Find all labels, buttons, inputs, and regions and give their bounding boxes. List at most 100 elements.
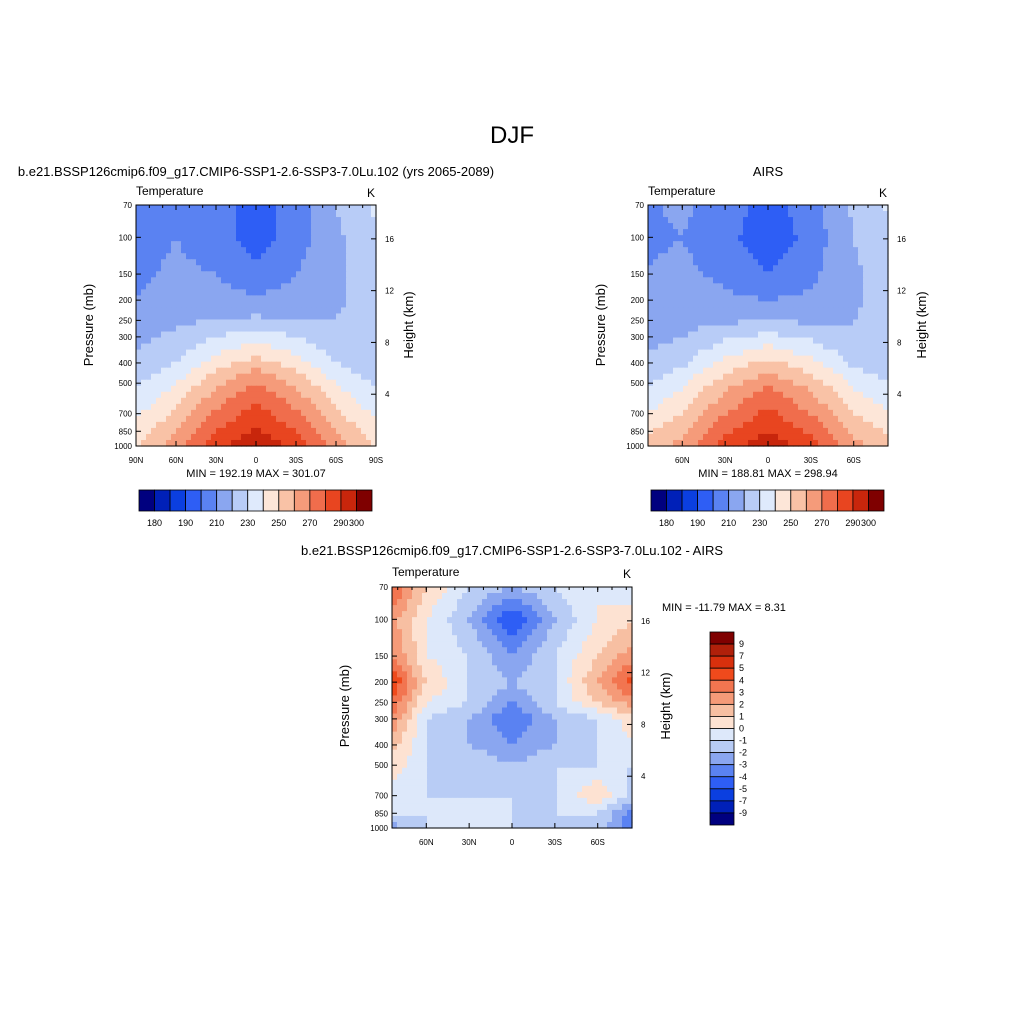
field-cell (793, 398, 799, 405)
field-cell (331, 307, 337, 314)
field-cell (296, 253, 302, 260)
field-cell (356, 326, 362, 333)
field-cell (487, 635, 493, 642)
field-cell (336, 338, 342, 345)
field-cell (783, 289, 789, 296)
field-cell (768, 374, 774, 381)
field-cell (356, 368, 362, 375)
field-cell (698, 326, 704, 333)
field-cell (848, 241, 854, 248)
field-cell (256, 356, 262, 363)
field-cell (221, 386, 227, 393)
field-cell (828, 368, 834, 375)
field-cell (808, 368, 814, 375)
field-cell (527, 617, 533, 624)
field-cell (512, 605, 518, 612)
field-cell (683, 277, 689, 284)
field-cell (136, 386, 142, 393)
field-cell (361, 350, 367, 357)
field-cell (878, 386, 884, 393)
field-cell (532, 641, 538, 648)
field-cell (873, 326, 879, 333)
field-cell (738, 332, 744, 339)
field-cell (788, 428, 794, 435)
field-cell (698, 319, 704, 326)
field-cell (271, 350, 277, 357)
field-cell (166, 259, 172, 266)
field-cell (693, 217, 699, 224)
field-cell (833, 416, 839, 423)
field-cell (346, 398, 352, 405)
field-cell (572, 611, 578, 618)
field-cell (843, 374, 849, 381)
field-cell (783, 295, 789, 302)
field-cell (698, 307, 704, 314)
field-cell (392, 599, 398, 606)
field-cell (392, 671, 398, 678)
field-cell (276, 313, 282, 320)
field-cell (276, 344, 282, 351)
field-cell (221, 283, 227, 290)
field-cell (161, 259, 167, 266)
field-cell (186, 362, 192, 369)
panel-diff-y-label: Pressure (mb) (337, 665, 352, 747)
field-cell (713, 386, 719, 393)
field-cell (663, 271, 669, 278)
field-cell (356, 380, 362, 387)
field-cell (417, 689, 423, 696)
field-cell (356, 386, 362, 393)
field-cell (261, 344, 267, 351)
pressure-tick-label: 500 (631, 379, 645, 388)
field-cell (407, 611, 413, 618)
field-cell (276, 253, 282, 260)
field-cell (191, 211, 197, 218)
field-cell (186, 434, 192, 441)
field-cell (753, 326, 759, 333)
field-cell (477, 695, 483, 702)
field-cell (201, 338, 207, 345)
field-cell (457, 677, 463, 684)
field-cell (136, 344, 142, 351)
field-cell (733, 404, 739, 411)
field-cell (713, 398, 719, 405)
field-cell (738, 380, 744, 387)
field-cell (301, 344, 307, 351)
field-cell (738, 350, 744, 357)
field-cell (402, 671, 408, 678)
field-cell (146, 277, 152, 284)
field-cell (838, 332, 844, 339)
field-cell (758, 289, 764, 296)
field-cell (743, 416, 749, 423)
field-cell (432, 617, 438, 624)
field-cell (176, 265, 182, 272)
field-cell (176, 229, 182, 236)
field-cell (708, 319, 714, 326)
field-cell (296, 344, 302, 351)
field-cell (251, 211, 257, 218)
field-cell (843, 217, 849, 224)
field-cell (798, 313, 804, 320)
field-cell (823, 271, 829, 278)
field-cell (226, 247, 232, 254)
field-cell (271, 380, 277, 387)
field-cell (783, 422, 789, 429)
field-cell (863, 313, 869, 320)
field-cell (577, 587, 583, 594)
field-cell (728, 259, 734, 266)
field-cell (793, 428, 799, 435)
field-cell (442, 617, 448, 624)
field-cell (693, 277, 699, 284)
field-cell (668, 241, 674, 248)
field-cell (783, 247, 789, 254)
field-cell (462, 593, 468, 600)
field-cell (291, 404, 297, 411)
field-cell (828, 428, 834, 435)
field-cell (166, 289, 172, 296)
field-cell (818, 434, 824, 441)
field-cell (246, 374, 252, 381)
field-cell (296, 428, 302, 435)
field-cell (432, 665, 438, 672)
field-cell (738, 319, 744, 326)
field-cell (612, 677, 618, 684)
field-cell (336, 313, 342, 320)
